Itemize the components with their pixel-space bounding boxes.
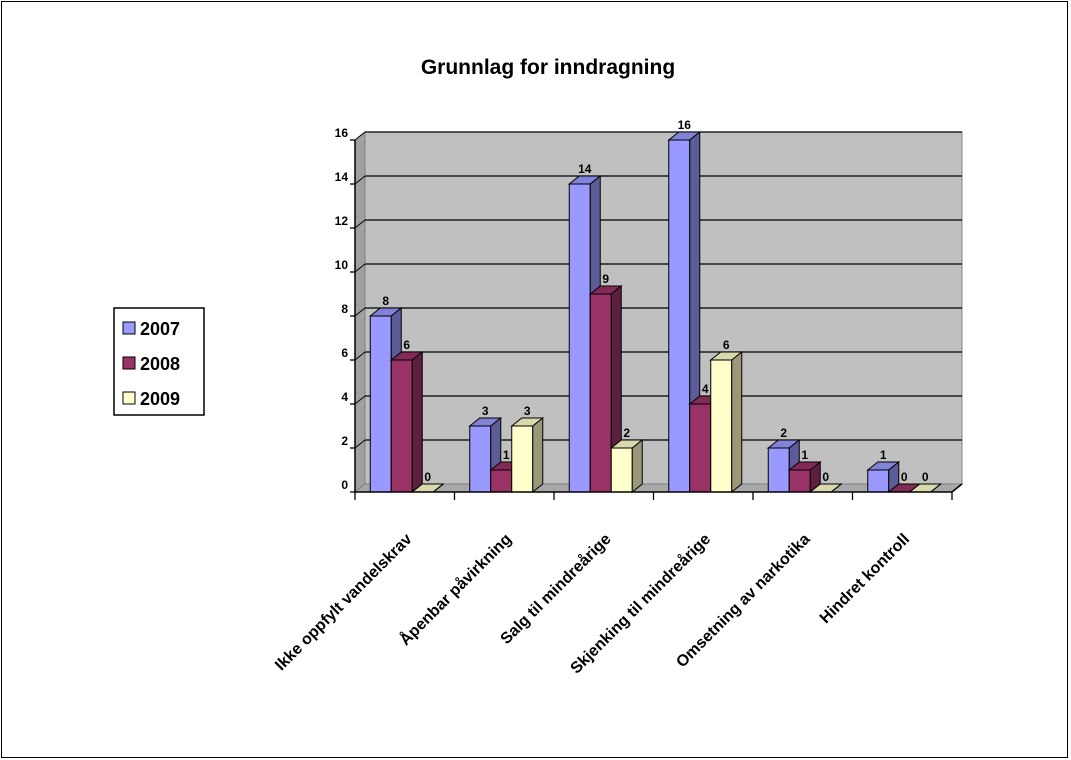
data-label: 3	[482, 404, 489, 418]
gridline-side	[354, 307, 366, 317]
data-label: 6	[723, 338, 730, 352]
bar	[389, 350, 424, 494]
bar	[510, 416, 545, 494]
data-label: 6	[403, 338, 410, 352]
chart-title: Grunnlag for inndragning	[421, 56, 675, 79]
y-tick-label: 2	[341, 434, 348, 448]
data-label: 0	[922, 470, 929, 484]
data-label: 1	[801, 448, 808, 462]
bar-side	[432, 483, 444, 493]
gridline-side	[354, 175, 366, 185]
data-label: 2	[780, 426, 787, 440]
bar-side	[411, 350, 423, 494]
data-label: 3	[524, 404, 531, 418]
bar-front	[390, 359, 413, 493]
gridline-side	[354, 219, 366, 229]
legend: 2007 2008 2009	[113, 307, 205, 416]
bar-front	[469, 425, 492, 493]
gridlines	[354, 131, 962, 449]
bar	[609, 438, 644, 494]
bar-front	[788, 469, 811, 493]
bar-front	[767, 447, 790, 493]
data-label: 0	[424, 470, 431, 484]
bar-side	[830, 483, 842, 493]
bar-front	[589, 293, 612, 493]
bar-front	[511, 425, 534, 493]
bar-front	[867, 469, 890, 493]
data-label: 2	[623, 426, 630, 440]
data-label: 14	[578, 162, 592, 176]
bar-side	[532, 416, 544, 494]
bar-front	[610, 447, 633, 493]
gridline-side	[354, 131, 366, 141]
y-tick-label: 12	[335, 214, 349, 228]
bar-side	[930, 483, 942, 493]
y-tick-label: 6	[341, 346, 348, 360]
gridline-side	[354, 351, 366, 361]
y-tick-label: 8	[341, 302, 348, 316]
x-tick-label: Hindret kontroll	[817, 531, 913, 627]
y-tick-label: 16	[335, 126, 349, 140]
legend-label: 2008	[140, 354, 180, 374]
bar-side	[631, 438, 643, 494]
gridline-side	[354, 395, 366, 405]
y-tick-label: 14	[335, 170, 349, 184]
legend-label: 2009	[140, 389, 180, 409]
y-tick-label: 4	[341, 390, 348, 404]
plot-area	[353, 130, 964, 494]
data-label: 8	[382, 294, 389, 308]
bar-front	[490, 469, 513, 493]
bar-front	[668, 139, 691, 493]
bars	[368, 130, 943, 494]
bar	[866, 460, 901, 494]
legend-label: 2007	[140, 319, 180, 339]
legend-swatch	[122, 321, 136, 335]
data-label: 9	[602, 272, 609, 286]
x-axis-edge	[951, 483, 963, 493]
bar	[709, 350, 744, 494]
data-label: 1	[503, 448, 510, 462]
bar	[588, 284, 623, 494]
gridline-side	[354, 439, 366, 449]
data-label: 0	[901, 470, 908, 484]
x-tick-label: Ikke oppfylt vandelskrav	[272, 531, 416, 675]
bar-front	[710, 359, 733, 493]
data-label: 0	[822, 470, 829, 484]
y-tick-label: 10	[335, 258, 349, 272]
data-label: 16	[678, 118, 692, 132]
gridline-side	[354, 263, 366, 273]
x-tick-label: Åpenbar påvirkning	[395, 529, 515, 649]
legend-swatch	[122, 391, 136, 405]
bar-front	[568, 183, 591, 493]
data-label: 1	[880, 448, 887, 462]
x-tick-label: Salg til mindreårige	[497, 530, 615, 648]
legend-swatch	[122, 356, 136, 370]
bar-side	[731, 350, 743, 494]
bar-front	[369, 315, 392, 493]
bar-front	[689, 403, 712, 493]
y-axis: 0 2 4 6 8 10 12 14 16	[335, 126, 356, 493]
data-label: 4	[702, 382, 709, 396]
y-tick-label: 0	[341, 478, 348, 492]
